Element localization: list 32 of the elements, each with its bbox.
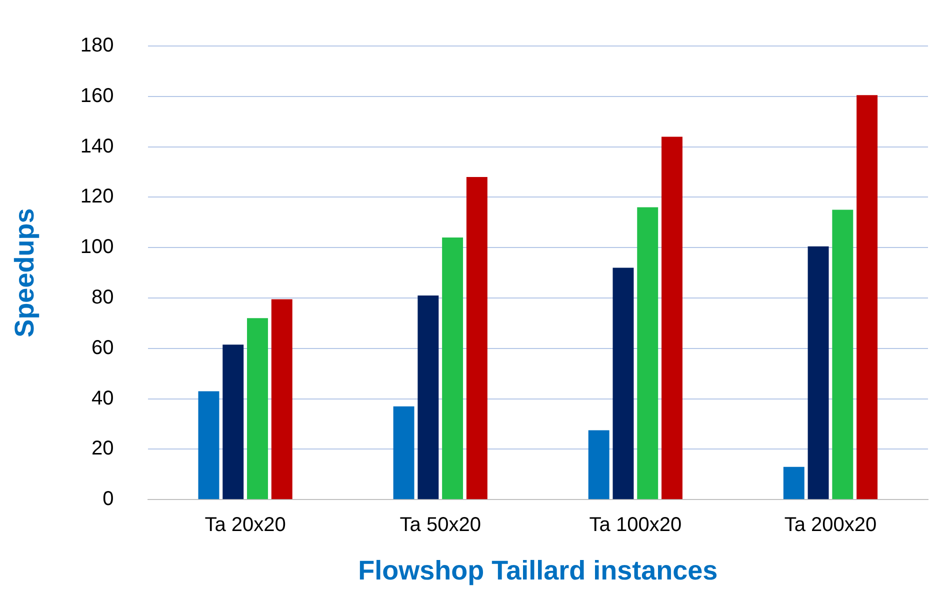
x-axis-title: Flowshop Taillard instances (358, 555, 718, 586)
bar (808, 246, 829, 500)
y-axis-title: Speedups (10, 208, 40, 338)
bar (783, 466, 804, 500)
y-tick-label: 180 (80, 34, 114, 57)
bar (612, 268, 634, 500)
y-tick-label: 160 (80, 84, 114, 107)
bar (832, 210, 854, 500)
x-tick-label: Ta 200x20 (784, 514, 877, 536)
bar (662, 136, 682, 500)
x-tick-label: Ta 50x20 (400, 514, 481, 536)
y-tick-label: 40 (92, 387, 114, 410)
y-tick-label: 60 (92, 336, 114, 359)
bar (442, 238, 464, 500)
x-tick-label: Ta 20x20 (204, 514, 286, 536)
bar (393, 406, 414, 500)
bar (588, 430, 610, 500)
y-tick-label: 100 (80, 236, 114, 258)
bar (466, 177, 488, 500)
y-tick-label: 140 (80, 135, 114, 158)
y-tick-label: 20 (92, 438, 114, 460)
bar (856, 95, 878, 500)
bar (271, 299, 292, 500)
y-tick-label: 80 (92, 286, 114, 309)
y-tick-label: 0 (102, 488, 114, 510)
y-tick-label: 120 (80, 186, 114, 208)
bar (247, 318, 268, 500)
x-tick-label: Ta 100x20 (589, 514, 682, 536)
bar (198, 391, 220, 500)
bar (418, 295, 439, 500)
bar (637, 207, 658, 500)
bar (222, 344, 244, 500)
